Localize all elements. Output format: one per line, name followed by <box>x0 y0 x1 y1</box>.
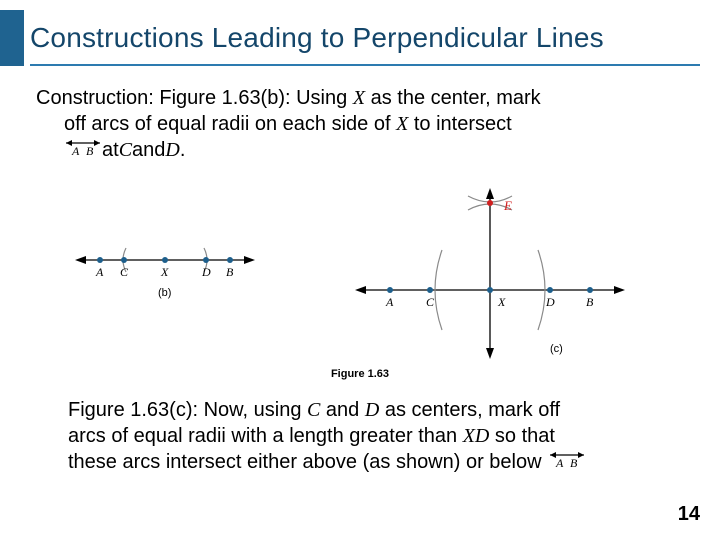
var-x: X <box>353 87 365 109</box>
figure-caption: Figure 1.63 <box>0 368 720 380</box>
intro-text: at <box>102 138 119 164</box>
p2-text: arcs of equal radii with a length greate… <box>68 425 463 447</box>
header-accent-bar <box>0 10 24 66</box>
fig-b-label-d: D <box>201 265 211 279</box>
intro-text: and <box>132 138 165 164</box>
p2-text: so that <box>489 425 555 447</box>
intro-text: Construction: Figure 1.63(b): Using <box>36 87 353 109</box>
p2-text: Figure 1.63(c): Now, using <box>68 399 307 421</box>
intro-text: to intersect <box>408 113 511 135</box>
var-xd: XD <box>463 425 490 447</box>
var-d: D <box>365 399 379 421</box>
fig-c-label-x: X <box>497 295 506 309</box>
page-title: Constructions Leading to Perpendicular L… <box>30 22 604 54</box>
p2-text: these arcs intersect either above (as sh… <box>68 450 542 476</box>
header: Constructions Leading to Perpendicular L… <box>0 10 720 66</box>
intro-text: as the center, mark <box>365 87 541 109</box>
fig-c-caption: (c) <box>550 343 563 355</box>
fig-c-label-c: C <box>426 295 435 309</box>
fig-c-label-d: D <box>545 295 555 309</box>
label-b: B <box>570 456 578 469</box>
label-b: B <box>86 144 94 157</box>
figure-b: A C X D B (b) <box>75 248 255 299</box>
fig-b-label-b: B <box>226 265 234 279</box>
fig-c-label-b: B <box>586 295 594 309</box>
fig-c-label-e: E <box>503 198 512 213</box>
figure-c: A C X D B E (c) <box>355 188 625 359</box>
fig-b-label-x: X <box>160 265 169 279</box>
page-number: 14 <box>678 503 700 526</box>
intro-text: off arcs of equal radii on each side of <box>64 113 396 135</box>
var-x: X <box>396 113 408 135</box>
title-underline <box>30 64 700 66</box>
fig-b-caption: (b) <box>158 287 171 299</box>
intro-paragraph: Construction: Figure 1.63(b): Using X as… <box>36 86 684 165</box>
line-ab-icon: A B <box>64 137 102 165</box>
intro-text: . <box>180 138 186 164</box>
label-a: A <box>555 456 564 469</box>
figures-row: A C X D B (b) <box>0 180 720 370</box>
fig-c-label-a: A <box>385 295 394 309</box>
p2-text: as centers, mark off <box>379 399 560 421</box>
label-a: A <box>71 144 80 157</box>
var-c: C <box>119 138 132 164</box>
second-paragraph: Figure 1.63(c): Now, using C and D as ce… <box>68 398 680 477</box>
fig-b-label-a: A <box>95 265 104 279</box>
var-c: C <box>307 399 320 421</box>
line-ab-icon: A B <box>548 449 586 477</box>
fig-b-label-c: C <box>120 265 129 279</box>
p2-text: and <box>320 399 364 421</box>
body: Construction: Figure 1.63(b): Using X as… <box>36 86 684 165</box>
var-d: D <box>165 138 179 164</box>
